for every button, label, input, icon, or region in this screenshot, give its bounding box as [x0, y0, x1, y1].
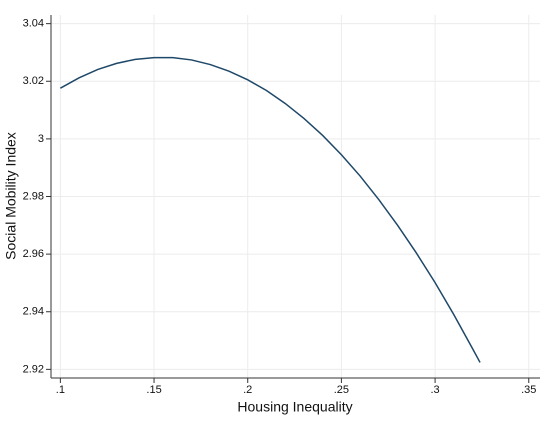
x-tick-label: .15: [146, 384, 161, 396]
y-tick-label: 2.94: [23, 306, 44, 318]
x-tick-label: .1: [56, 384, 65, 396]
y-tick-label: 3: [38, 133, 44, 145]
y-tick-label: 3.02: [23, 75, 44, 87]
x-tick-label: .35: [521, 384, 536, 396]
y-tick-label: 2.92: [23, 363, 44, 375]
x-tick-label: .25: [334, 384, 349, 396]
x-tick-label: .2: [243, 384, 252, 396]
x-axis-title: Housing Inequality: [237, 399, 352, 415]
x-tick-label: .3: [430, 384, 439, 396]
y-tick-label: 2.96: [23, 248, 44, 260]
y-tick-label: 3.04: [23, 18, 44, 30]
y-axis-title: Social Mobility Index: [3, 132, 19, 260]
y-tick-label: 2.98: [23, 190, 44, 202]
line: [60, 56, 481, 363]
